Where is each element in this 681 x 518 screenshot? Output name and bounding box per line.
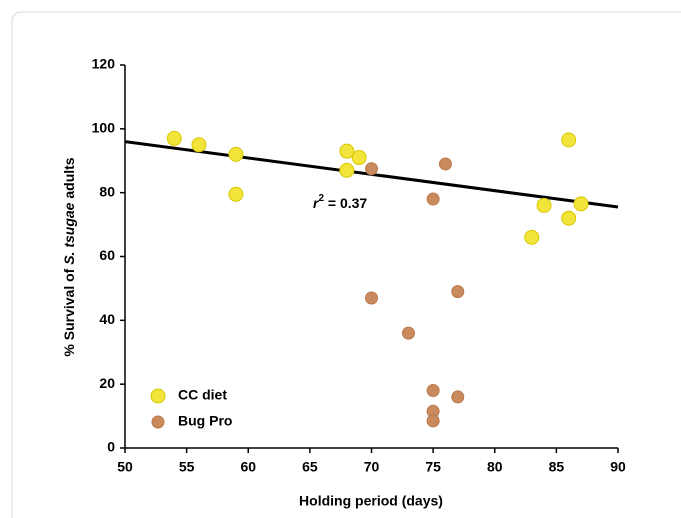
point <box>339 143 355 159</box>
point <box>339 162 355 178</box>
annotation-part: 2 <box>318 193 324 204</box>
x-tick-label: 70 <box>364 459 380 475</box>
point <box>451 285 465 299</box>
point <box>426 384 440 398</box>
legend-label: Bug Pro <box>178 413 232 429</box>
annotation-part: r <box>313 195 320 211</box>
point <box>228 146 244 162</box>
x-tick-label: 75 <box>425 459 441 475</box>
y-tick-label: 120 <box>92 56 116 72</box>
point <box>536 197 552 213</box>
x-tick-label: 90 <box>610 459 626 475</box>
y-label-part: S. tsugae <box>61 202 77 264</box>
legend-marker <box>151 415 165 429</box>
frame <box>11 11 681 518</box>
legend-marker <box>150 388 166 404</box>
y-label-part: adults <box>61 157 77 202</box>
point <box>365 291 378 305</box>
y-tick-label: 40 <box>99 311 115 327</box>
y-axis-label: % Survival of S. tsugae adults <box>61 157 77 356</box>
y-label-part: % Survival of <box>61 265 77 357</box>
x-axis-label: Holding period (days) <box>299 493 443 509</box>
x-tick-label: 80 <box>487 459 503 475</box>
point <box>524 229 540 245</box>
x-tick-label: 65 <box>302 459 318 475</box>
y-tick-label: 60 <box>99 247 115 263</box>
legend-label: CC diet <box>178 387 227 403</box>
y-tick-label: 80 <box>99 183 115 199</box>
point <box>561 210 577 226</box>
point <box>426 414 440 428</box>
point <box>351 150 367 166</box>
point <box>166 130 182 146</box>
point <box>228 186 244 202</box>
x-tick-label: 85 <box>549 459 565 475</box>
point <box>191 137 207 153</box>
point <box>426 192 440 206</box>
point <box>451 390 465 404</box>
point <box>561 132 577 148</box>
y-tick-label: 100 <box>92 120 116 136</box>
y-tick-label: 0 <box>107 439 115 455</box>
annotation: r2 = 0.37 <box>313 193 367 211</box>
annotation-part: = 0.37 <box>324 195 367 211</box>
point <box>438 157 452 171</box>
x-tick-label: 50 <box>117 459 133 475</box>
point <box>573 196 589 212</box>
y-tick-label: 20 <box>99 375 115 391</box>
x-tick-label: 60 <box>240 459 256 475</box>
x-tick-label: 55 <box>179 459 195 475</box>
point <box>365 162 378 176</box>
point <box>401 326 415 340</box>
